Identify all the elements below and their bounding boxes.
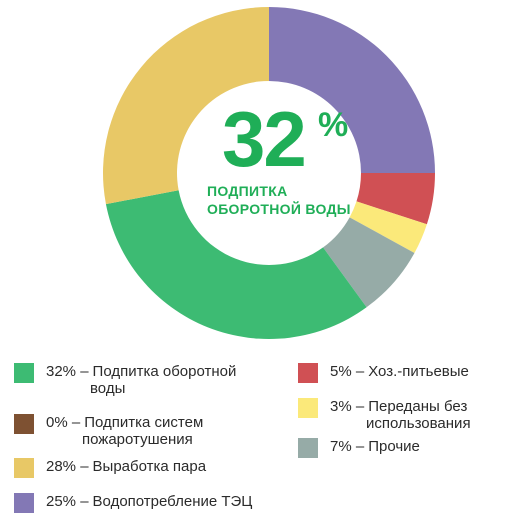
- legend-label-line: Подпитка оборотной: [92, 363, 237, 380]
- legend-swatch: [298, 438, 318, 458]
- legend-text: 5% – Хоз.-питьевые: [330, 363, 469, 380]
- legend-label-line: использования: [366, 415, 471, 432]
- legend-label-line: воды: [90, 380, 126, 397]
- legend-item: 32% – Подпитка оборотной воды: [14, 363, 236, 397]
- legend-swatch: [298, 398, 318, 418]
- legend-text: 0% – Подпитка систем пожаротушения: [46, 414, 203, 448]
- legend-text: 3% – Переданы без использования: [330, 398, 471, 432]
- legend-percent: 0% –: [46, 414, 81, 431]
- legend-swatch: [14, 458, 34, 478]
- donut-slice-6: [102, 7, 269, 205]
- center-label: ПОДПИТКА ОБОРОТНОЙ ВОДЫ: [207, 182, 367, 218]
- donut-slice-2: [349, 201, 427, 253]
- legend-text: 25% – Водопотребление ТЭЦ: [46, 493, 252, 510]
- legend-swatch: [14, 414, 34, 434]
- legend-percent: 3% –: [330, 398, 365, 415]
- legend-label-line: Прочие: [368, 438, 420, 455]
- legend-label-line: Хоз.-питьевые: [368, 363, 469, 380]
- legend-label-line: Переданы без: [368, 398, 468, 415]
- legend-item: 3% – Переданы без использования: [298, 398, 471, 432]
- legend-percent: 7% –: [330, 438, 365, 455]
- legend-item: 25% – Водопотребление ТЭЦ: [14, 493, 252, 513]
- legend-text: 7% – Прочие: [330, 438, 420, 455]
- legend-percent: 28% –: [46, 458, 89, 475]
- legend-text: 32% – Подпитка оборотной воды: [46, 363, 236, 397]
- legend-swatch: [298, 363, 318, 383]
- legend-percent: 32% –: [46, 363, 89, 380]
- donut-slice-4: [105, 190, 367, 340]
- center-percent-sign: %: [318, 106, 349, 144]
- legend-swatch: [14, 493, 34, 513]
- legend-percent: 5% –: [330, 363, 365, 380]
- legend-item: 7% – Прочие: [298, 438, 420, 458]
- center-label-line-2: ОБОРОТНОЙ ВОДЫ: [207, 201, 351, 217]
- donut-slice-3: [323, 217, 415, 308]
- donut-slice-0: [269, 7, 435, 173]
- legend-percent: 25% –: [46, 493, 89, 510]
- center-value: 32: [222, 95, 307, 183]
- legend-label-line: Подпитка систем: [84, 414, 204, 431]
- legend-label-line: Выработка пара: [92, 458, 207, 475]
- legend-item: 28% – Выработка пара: [14, 458, 206, 478]
- legend-label-line: Водопотребление ТЭЦ: [92, 493, 253, 510]
- center-label-line-1: ПОДПИТКА: [207, 183, 288, 199]
- legend-label-line: пожаротушения: [82, 431, 193, 448]
- legend-item: 0% – Подпитка систем пожаротушения: [14, 414, 203, 448]
- legend-swatch: [14, 363, 34, 383]
- legend-text: 28% – Выработка пара: [46, 458, 206, 475]
- legend-item: 5% – Хоз.-питьевые: [298, 363, 469, 383]
- donut-slice-1: [356, 173, 435, 225]
